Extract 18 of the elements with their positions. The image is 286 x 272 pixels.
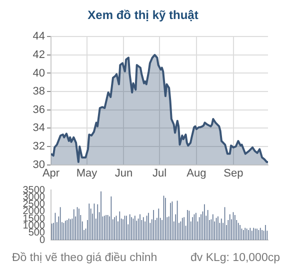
x-tick-label: Jul xyxy=(152,167,167,180)
y-tick-label: 32 xyxy=(32,140,45,153)
y-tick-label: 30 xyxy=(32,158,45,171)
y-tick-label: 44 xyxy=(32,30,45,43)
text: Đồ thị vẽ theo giá điều chỉnh xyxy=(12,252,158,264)
y-tick-label: 0 xyxy=(39,234,46,246)
chart-title: Xem đồ thị kỹ thuật xyxy=(86,7,200,24)
x-tick-label: Jun xyxy=(114,167,133,180)
y-tick-label: 36 xyxy=(32,104,45,116)
y-tick-label: 38 xyxy=(32,86,45,98)
x-tick-label: Sep xyxy=(224,167,244,180)
text: đv KLg: 10,000cp xyxy=(190,252,280,264)
y-tick-label: 40 xyxy=(32,67,45,80)
x-tick-label: Apr xyxy=(42,167,60,180)
x-tick-label: May xyxy=(76,167,98,180)
x-tick-label: Aug xyxy=(186,167,206,180)
y-tick-label: 42 xyxy=(32,48,45,61)
y-tick-label: 34 xyxy=(32,122,45,134)
